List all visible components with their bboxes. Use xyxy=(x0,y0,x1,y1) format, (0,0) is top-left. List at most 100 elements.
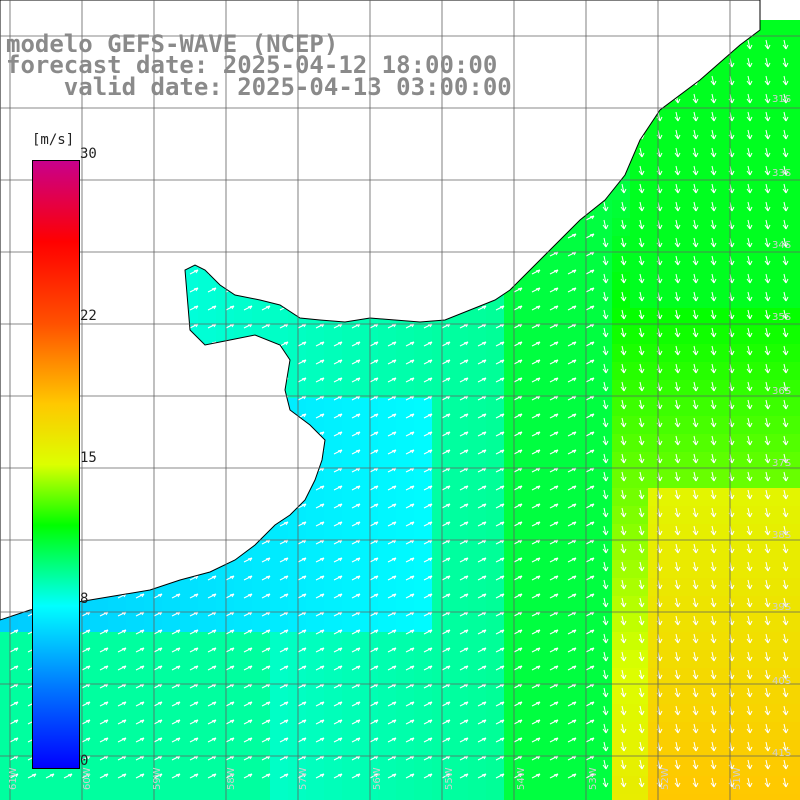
wind-arrow xyxy=(602,291,609,302)
field-cell xyxy=(540,704,558,722)
wind-arrow xyxy=(513,341,523,347)
field-cell xyxy=(414,326,432,344)
wind-arrow xyxy=(207,575,217,581)
field-cell xyxy=(450,506,468,524)
field-cell xyxy=(630,542,648,560)
wind-arrow xyxy=(279,701,289,707)
field-cell xyxy=(0,776,18,794)
wind-arrow xyxy=(782,471,789,482)
longitude-label: 51W xyxy=(732,767,743,790)
field-cell xyxy=(612,290,630,308)
wind-arrow xyxy=(674,561,681,572)
field-cell xyxy=(378,380,396,398)
wind-arrow xyxy=(477,575,487,581)
wind-arrow xyxy=(351,629,361,635)
field-cell xyxy=(648,344,666,362)
wind-arrow xyxy=(782,219,789,230)
field-cell xyxy=(702,704,720,722)
field-cell xyxy=(342,416,360,434)
field-cell xyxy=(558,776,576,794)
field-cell xyxy=(666,560,684,578)
wind-arrow xyxy=(620,579,627,590)
wind-arrow xyxy=(279,575,289,581)
field-cell xyxy=(594,380,612,398)
field-cell xyxy=(648,452,666,470)
wind-arrow xyxy=(387,503,397,509)
wind-arrow xyxy=(692,597,699,608)
wind-arrow xyxy=(692,705,699,716)
wind-arrow xyxy=(710,705,717,716)
wind-arrow xyxy=(513,431,523,437)
field-cell xyxy=(504,704,522,722)
field-cell xyxy=(738,614,756,632)
field-cell xyxy=(126,596,144,614)
wind-arrow xyxy=(549,737,559,743)
wind-arrow xyxy=(746,291,753,302)
field-cell xyxy=(648,326,666,344)
field-cell xyxy=(738,470,756,488)
wind-arrow xyxy=(495,413,505,419)
field-cell xyxy=(18,668,36,686)
wind-arrow xyxy=(333,521,343,527)
field-cell xyxy=(666,452,684,470)
field-cell xyxy=(630,686,648,704)
wind-arrow xyxy=(585,719,595,725)
field-cell xyxy=(414,380,432,398)
field-cell xyxy=(378,344,396,362)
wind-arrow xyxy=(549,287,559,293)
field-cell xyxy=(396,704,414,722)
field-cell xyxy=(630,398,648,416)
field-cell xyxy=(450,362,468,380)
field-cell xyxy=(486,668,504,686)
wind-arrow xyxy=(333,647,343,653)
field-cell xyxy=(468,434,486,452)
field-cell xyxy=(468,686,486,704)
field-cell xyxy=(522,452,540,470)
field-cell xyxy=(558,416,576,434)
field-cell xyxy=(576,470,594,488)
field-cell xyxy=(414,596,432,614)
field-cell xyxy=(738,488,756,506)
field-cell xyxy=(720,578,738,596)
wind-arrow xyxy=(567,521,577,527)
wind-arrow xyxy=(692,237,699,248)
field-cell xyxy=(540,758,558,776)
field-cell xyxy=(432,506,450,524)
latitude-label: 35S xyxy=(772,312,791,323)
wind-arrow xyxy=(495,629,505,635)
field-cell xyxy=(504,542,522,560)
wind-arrow xyxy=(585,449,595,455)
wind-arrow xyxy=(171,737,181,743)
field-cell xyxy=(612,506,630,524)
wind-arrow xyxy=(710,183,717,194)
wind-arrow xyxy=(369,665,379,671)
wind-arrow xyxy=(99,719,109,725)
wind-arrow xyxy=(602,345,609,356)
wind-arrow xyxy=(513,701,523,707)
field-cell xyxy=(576,218,594,236)
field-cell xyxy=(234,596,252,614)
wind-arrow xyxy=(602,435,609,446)
field-cell xyxy=(774,542,792,560)
wind-arrow xyxy=(531,377,541,383)
field-cell xyxy=(306,362,324,380)
field-cell xyxy=(324,380,342,398)
field-cell xyxy=(702,632,720,650)
wind-arrow xyxy=(567,431,577,437)
wind-arrow xyxy=(674,759,681,770)
field-cell xyxy=(504,722,522,740)
field-cell xyxy=(576,272,594,290)
field-cell xyxy=(450,578,468,596)
field-cell xyxy=(414,740,432,758)
wind-arrow xyxy=(585,287,595,293)
field-cell xyxy=(504,416,522,434)
wind-arrow xyxy=(531,521,541,527)
field-cell xyxy=(486,758,504,776)
field-cell xyxy=(792,56,800,74)
field-cell xyxy=(558,362,576,380)
wind-arrow xyxy=(638,291,645,302)
field-cell xyxy=(288,542,306,560)
wind-arrow xyxy=(315,341,325,347)
wind-arrow xyxy=(315,629,325,635)
wind-arrow xyxy=(710,381,717,392)
